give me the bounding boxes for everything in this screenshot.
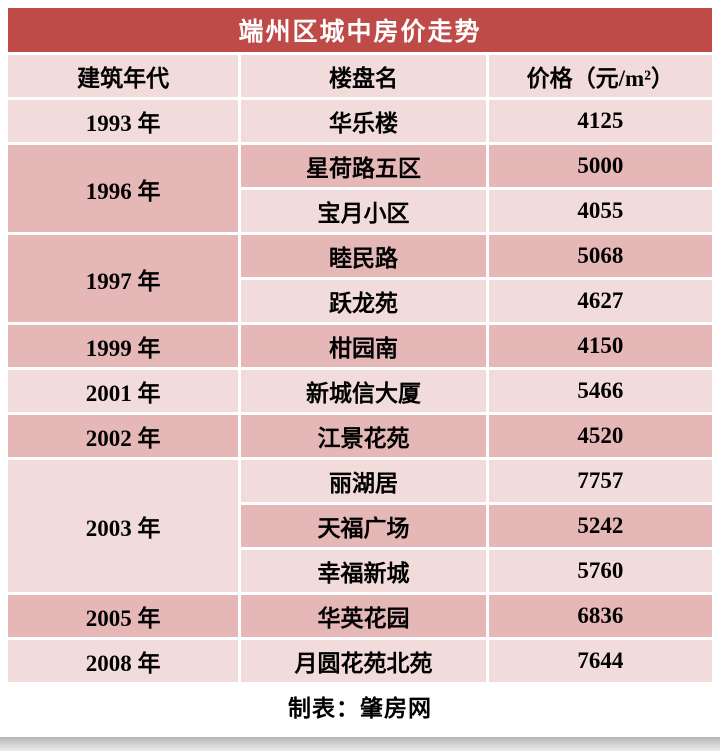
price-cell: 5760 [488, 550, 712, 592]
estate-name-cell: 新城信大厦 [241, 370, 486, 412]
column-header-name: 楼盘名 [241, 55, 486, 97]
table-row: 2002 年江景花苑 4520 [8, 415, 712, 457]
price-cell: 5242 [488, 505, 712, 547]
estate-name-cell: 星荷路五区 [241, 145, 486, 187]
year-cell: 2002 年 [8, 415, 239, 457]
estate-name-cell: 跃龙苑 [241, 280, 486, 322]
table-row: 天福广场 5242 [8, 505, 712, 547]
price-cell: 4055 [488, 190, 712, 232]
price-cell: 7644 [488, 640, 712, 682]
year-cell: 1993 年 [8, 100, 239, 142]
estate-name-cell: 江景花苑 [241, 415, 486, 457]
estate-name-cell: 丽湖居 [241, 460, 486, 502]
table-row: 1999 年柑园南 4150 [8, 325, 712, 367]
table-row: 2003 年丽湖居 7757 [8, 460, 712, 592]
estate-name-cell: 华英花园 [241, 595, 486, 637]
price-cell: 7757 [488, 460, 712, 502]
estate-name-cell: 华乐楼 [241, 100, 486, 142]
table-row: 1996 年星荷路五区 5000 [8, 145, 712, 232]
year-cell: 1997 年 [8, 235, 239, 322]
estate-name-cell: 月圆花苑北苑 [241, 640, 486, 682]
price-cell: 4627 [488, 280, 712, 322]
price-table-body: 1993 年华乐楼 4125 1996 年星荷路五区 5000 宝月小区 4055 1997… [8, 100, 712, 682]
price-cell: 4150 [488, 325, 712, 367]
price-cell: 4125 [488, 100, 712, 142]
estate-name-cell: 天福广场 [241, 505, 486, 547]
table-row: 2001 年新城信大厦 5466 [8, 370, 712, 412]
estate-name-cell: 睦民路 [241, 235, 486, 277]
price-table-wrap: 建筑年代 楼盘名 价格（元/m²） 1993 年华乐楼 4125 1996 年星荷路… [5, 52, 715, 685]
table-row: 宝月小区 4055 [8, 190, 712, 232]
column-header-year: 建筑年代 [8, 55, 239, 97]
price-cell: 5466 [488, 370, 712, 412]
estate-name-cell: 柑园南 [241, 325, 486, 367]
bottom-shadow [0, 737, 720, 751]
year-cell: 2003 年 [8, 460, 239, 592]
year-cell: 2008 年 [8, 640, 239, 682]
table-row: 跃龙苑 4627 [8, 280, 712, 322]
price-cell: 5000 [488, 145, 712, 187]
price-cell: 5068 [488, 235, 712, 277]
year-cell: 2005 年 [8, 595, 239, 637]
estate-name-cell: 宝月小区 [241, 190, 486, 232]
page: 端州区城中房价走势 建筑年代 楼盘名 价格（元/m²） 1993 年华乐楼 412… [5, 8, 715, 727]
table-row: 幸福新城 5760 [8, 550, 712, 592]
price-cell: 6836 [488, 595, 712, 637]
year-cell: 1999 年 [8, 325, 239, 367]
table-row: 1997 年睦民路 5068 [8, 235, 712, 322]
year-cell: 1996 年 [8, 145, 239, 232]
price-cell: 4520 [488, 415, 712, 457]
table-title: 端州区城中房价走势 [8, 8, 712, 52]
year-cell: 2001 年 [8, 370, 239, 412]
price-table: 建筑年代 楼盘名 价格（元/m²） 1993 年华乐楼 4125 1996 年星荷路… [5, 52, 715, 685]
table-row: 2008 年月圆花苑北苑 7644 [8, 640, 712, 682]
header-row: 建筑年代 楼盘名 价格（元/m²） [8, 55, 712, 97]
table-row: 1993 年华乐楼 4125 [8, 100, 712, 142]
estate-name-cell: 幸福新城 [241, 550, 486, 592]
footer-credit: 制表：肇房网 [8, 685, 712, 727]
column-header-price: 价格（元/m²） [488, 55, 712, 97]
table-row: 2005 年华英花园 6836 [8, 595, 712, 637]
